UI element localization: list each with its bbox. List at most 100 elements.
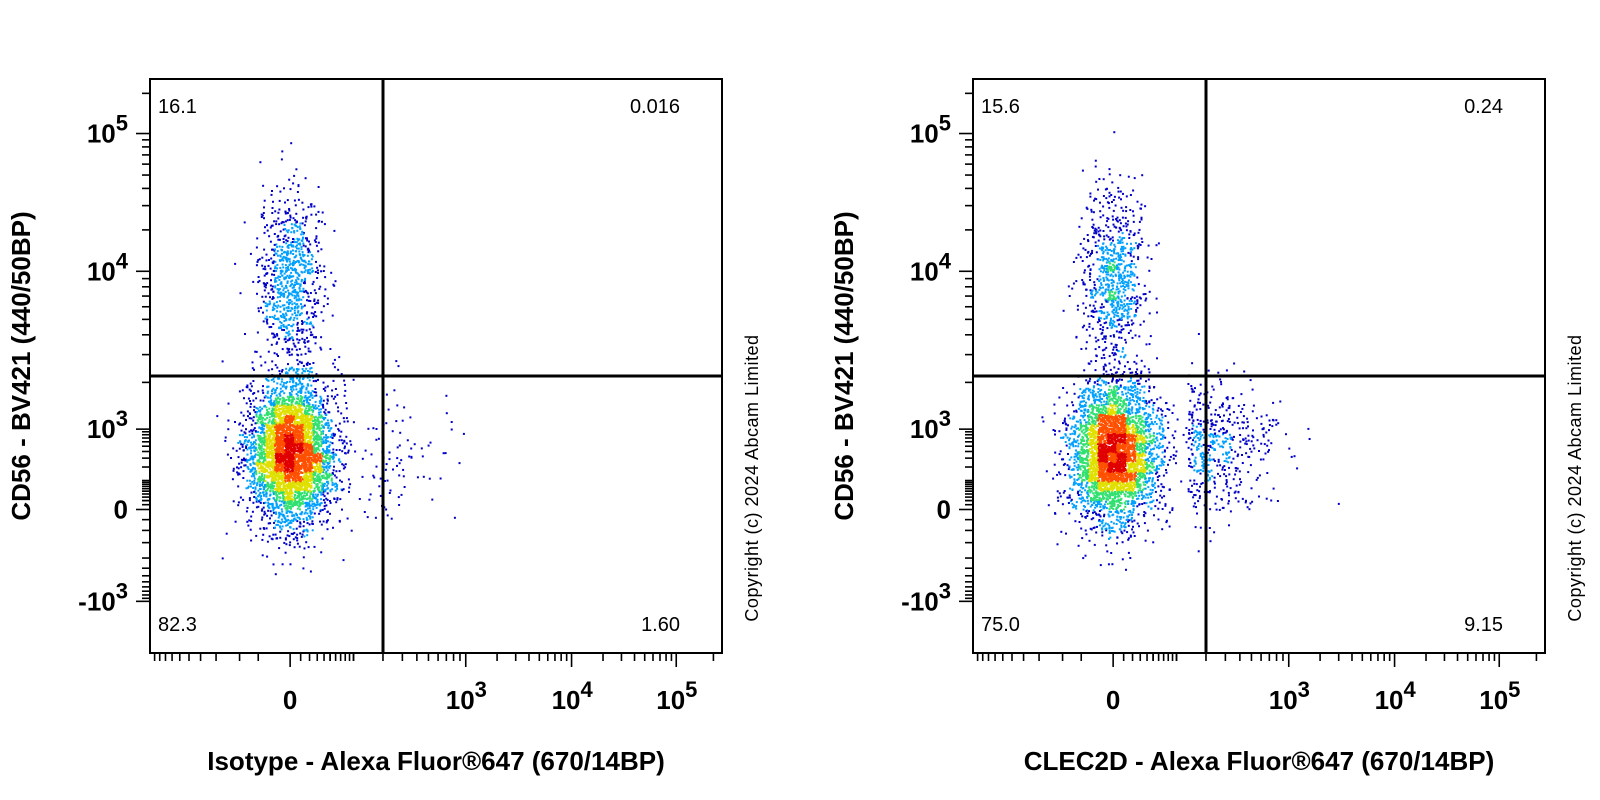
event-dot	[301, 478, 304, 481]
event-dot	[282, 460, 285, 463]
event-dot	[274, 279, 277, 282]
event-dot	[299, 436, 302, 439]
event-dot	[284, 479, 287, 482]
event-dot	[269, 433, 272, 436]
event-dot	[278, 521, 281, 524]
event-dot	[312, 449, 315, 452]
event-dot	[326, 398, 329, 401]
event-dot	[304, 470, 307, 473]
event-dot	[314, 493, 317, 496]
event-dot	[314, 457, 317, 460]
event-dot	[268, 424, 271, 427]
event-dot	[303, 474, 306, 477]
event-dot	[306, 479, 309, 482]
event-dot	[242, 470, 245, 473]
event-dot	[293, 452, 296, 455]
event-dot	[270, 456, 272, 459]
event-dot	[269, 510, 272, 513]
event-dot	[271, 449, 273, 452]
event-dot	[313, 431, 316, 434]
event-dot	[330, 427, 333, 430]
event-dot	[303, 465, 306, 468]
event-dot	[309, 517, 312, 520]
event-dot	[266, 465, 269, 468]
event-dot	[243, 442, 246, 445]
event-dot	[281, 263, 284, 266]
event-dot	[248, 439, 250, 442]
event-dot	[321, 432, 324, 435]
event-dot	[302, 435, 305, 438]
event-dot	[307, 497, 310, 500]
event-dot	[281, 520, 284, 523]
event-dot	[335, 470, 338, 473]
event-dot	[335, 449, 338, 451]
event-dot	[294, 494, 296, 497]
event-dot	[289, 466, 292, 469]
event-dot	[308, 328, 311, 331]
event-dot	[304, 391, 307, 394]
event-dot	[264, 464, 267, 467]
event-dot	[318, 481, 321, 484]
event-dot	[307, 483, 310, 486]
event-dot	[265, 253, 268, 256]
event-dot	[296, 501, 299, 503]
event-dot	[282, 399, 285, 402]
event-dot	[278, 451, 280, 454]
event-dot	[287, 252, 290, 255]
event-dot	[290, 271, 293, 274]
event-dot	[287, 397, 290, 400]
event-dot	[340, 412, 343, 415]
event-dot	[289, 299, 292, 301]
event-dot	[310, 472, 313, 475]
event-dot	[280, 475, 283, 478]
event-dot	[280, 482, 283, 485]
event-dot	[278, 223, 281, 226]
event-dot	[279, 459, 281, 462]
event-dot	[295, 476, 298, 479]
event-dot	[254, 430, 257, 433]
event-dot	[322, 474, 325, 477]
event-dot	[287, 473, 290, 476]
event-dot	[304, 220, 307, 223]
event-dot	[313, 480, 315, 483]
event-dot	[318, 437, 321, 440]
event-dot	[292, 458, 295, 460]
event-dot	[267, 369, 270, 372]
event-dot	[279, 419, 282, 422]
event-dot	[273, 455, 275, 458]
event-dot	[269, 468, 272, 471]
event-dot	[267, 264, 270, 267]
event-dot	[265, 406, 268, 409]
event-dot	[331, 484, 334, 487]
event-dot	[296, 539, 299, 542]
event-dot	[288, 209, 291, 212]
event-dot	[254, 486, 257, 489]
event-dot	[225, 532, 228, 535]
event-dot	[234, 520, 237, 523]
event-dot	[322, 405, 325, 408]
event-dot	[325, 453, 328, 456]
event-dot	[301, 331, 304, 334]
event-dot	[261, 469, 263, 472]
event-dot	[307, 295, 310, 298]
event-dot	[275, 394, 278, 397]
event-dot	[282, 427, 285, 430]
event-dot	[317, 299, 320, 302]
event-dot	[323, 265, 326, 268]
event-dot	[321, 490, 324, 493]
event-dot	[305, 477, 307, 480]
event-dot	[296, 237, 299, 240]
event-dot	[308, 448, 311, 451]
event-dot	[292, 404, 295, 407]
event-dot	[267, 466, 270, 469]
event-dot	[258, 478, 261, 481]
event-dot	[317, 493, 319, 496]
event-dot	[252, 392, 255, 395]
event-dot	[285, 450, 287, 453]
event-dot	[291, 294, 294, 297]
event-dot	[272, 200, 274, 203]
event-dot	[288, 369, 291, 372]
event-dot	[271, 285, 274, 288]
event-dot	[326, 477, 329, 480]
event-dot	[272, 471, 275, 474]
